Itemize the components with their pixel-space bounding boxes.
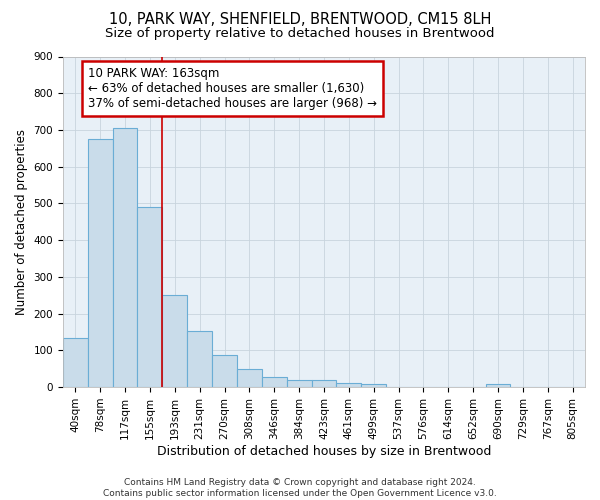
Y-axis label: Number of detached properties: Number of detached properties <box>15 129 28 315</box>
Bar <box>287 380 311 387</box>
Bar <box>311 380 337 387</box>
Bar <box>163 294 187 387</box>
Bar <box>137 207 163 387</box>
Text: 10, PARK WAY, SHENFIELD, BRENTWOOD, CM15 8LH: 10, PARK WAY, SHENFIELD, BRENTWOOD, CM15… <box>109 12 491 28</box>
Bar <box>212 355 237 387</box>
Bar <box>237 368 262 387</box>
Bar <box>113 128 137 387</box>
Bar <box>337 384 361 387</box>
Text: Size of property relative to detached houses in Brentwood: Size of property relative to detached ho… <box>105 28 495 40</box>
Bar <box>88 139 113 387</box>
Bar <box>187 332 212 387</box>
Bar <box>63 338 88 387</box>
Text: 10 PARK WAY: 163sqm
← 63% of detached houses are smaller (1,630)
37% of semi-det: 10 PARK WAY: 163sqm ← 63% of detached ho… <box>88 67 377 110</box>
Text: Contains HM Land Registry data © Crown copyright and database right 2024.
Contai: Contains HM Land Registry data © Crown c… <box>103 478 497 498</box>
X-axis label: Distribution of detached houses by size in Brentwood: Distribution of detached houses by size … <box>157 444 491 458</box>
Bar <box>485 384 511 387</box>
Bar <box>361 384 386 387</box>
Bar <box>262 377 287 387</box>
